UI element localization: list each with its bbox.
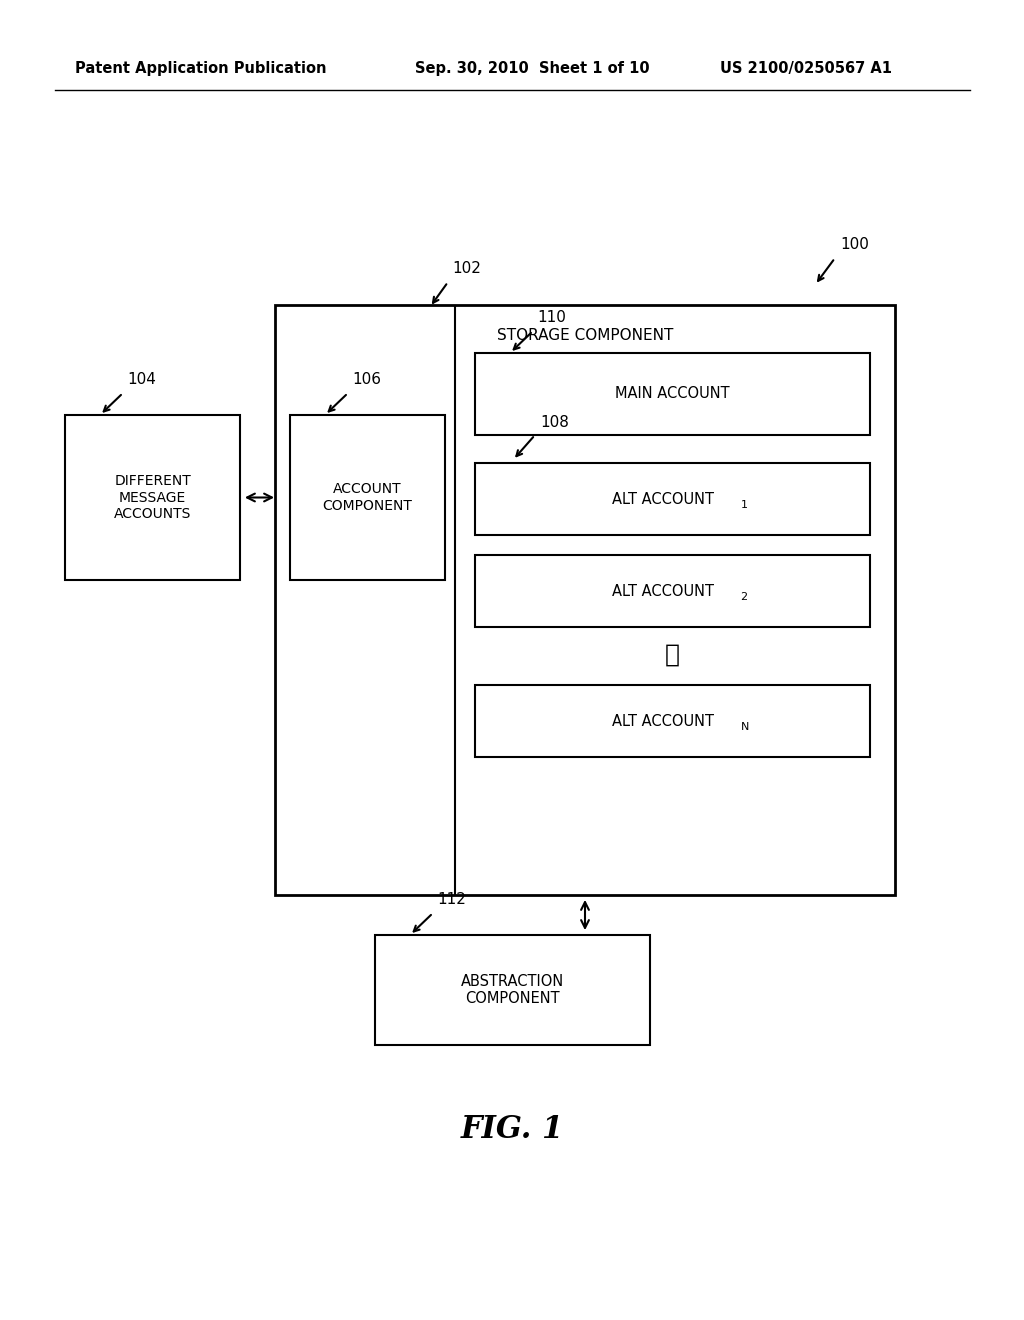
- Text: US 2100/0250567 A1: US 2100/0250567 A1: [720, 61, 892, 75]
- Text: STORAGE COMPONENT: STORAGE COMPONENT: [497, 327, 673, 342]
- Bar: [65, 414, 240, 579]
- Text: ⋮: ⋮: [665, 644, 680, 667]
- Text: DIFFERENT
MESSAGE
ACCOUNTS: DIFFERENT MESSAGE ACCOUNTS: [114, 474, 191, 520]
- Text: ALT ACCOUNT: ALT ACCOUNT: [611, 714, 714, 729]
- Text: FIG. 1: FIG. 1: [461, 1114, 563, 1146]
- Text: 110: 110: [537, 310, 566, 325]
- Text: 106: 106: [352, 372, 381, 387]
- Bar: [475, 685, 870, 756]
- Text: ACCOUNT
COMPONENT: ACCOUNT COMPONENT: [323, 482, 413, 512]
- Bar: [290, 414, 445, 579]
- Text: N: N: [740, 722, 749, 733]
- Bar: [375, 935, 650, 1045]
- Text: 104: 104: [127, 372, 156, 387]
- Text: ALT ACCOUNT: ALT ACCOUNT: [611, 491, 714, 507]
- Text: 1: 1: [740, 500, 748, 510]
- Text: MAIN ACCOUNT: MAIN ACCOUNT: [615, 387, 730, 401]
- Text: 100: 100: [840, 238, 869, 252]
- Bar: [475, 554, 870, 627]
- Text: Patent Application Publication: Patent Application Publication: [75, 61, 327, 75]
- Text: 102: 102: [452, 261, 481, 276]
- Bar: [475, 352, 870, 436]
- Text: Sep. 30, 2010  Sheet 1 of 10: Sep. 30, 2010 Sheet 1 of 10: [415, 61, 649, 75]
- Text: ABSTRACTION
COMPONENT: ABSTRACTION COMPONENT: [461, 974, 564, 1006]
- Text: ALT ACCOUNT: ALT ACCOUNT: [611, 583, 714, 598]
- Bar: [475, 463, 870, 535]
- Text: 108: 108: [540, 414, 569, 430]
- Text: 2: 2: [740, 591, 748, 602]
- Bar: [275, 305, 895, 895]
- Text: 112: 112: [437, 892, 466, 907]
